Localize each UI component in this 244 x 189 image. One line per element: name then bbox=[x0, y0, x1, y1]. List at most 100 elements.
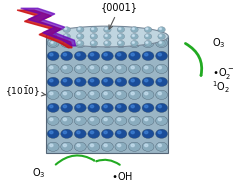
Circle shape bbox=[47, 90, 59, 99]
Circle shape bbox=[119, 42, 121, 43]
Circle shape bbox=[131, 92, 134, 95]
Circle shape bbox=[105, 35, 107, 36]
Circle shape bbox=[104, 34, 111, 39]
Circle shape bbox=[129, 129, 141, 138]
Circle shape bbox=[146, 42, 148, 43]
Text: $^1$O$_2$: $^1$O$_2$ bbox=[212, 79, 230, 95]
Circle shape bbox=[74, 103, 86, 112]
Circle shape bbox=[102, 90, 113, 99]
Circle shape bbox=[142, 38, 154, 48]
Circle shape bbox=[77, 92, 80, 95]
Circle shape bbox=[49, 27, 57, 33]
Circle shape bbox=[142, 142, 154, 151]
Circle shape bbox=[50, 66, 53, 69]
Circle shape bbox=[144, 66, 148, 69]
Circle shape bbox=[146, 35, 148, 36]
Circle shape bbox=[90, 118, 94, 121]
Circle shape bbox=[90, 40, 98, 46]
Circle shape bbox=[156, 116, 168, 125]
Circle shape bbox=[131, 144, 134, 147]
Circle shape bbox=[63, 131, 67, 134]
Text: $\bullet$O$_2^-$: $\bullet$O$_2^-$ bbox=[212, 66, 234, 81]
Circle shape bbox=[144, 34, 152, 39]
Circle shape bbox=[144, 118, 148, 121]
Circle shape bbox=[47, 64, 59, 74]
Circle shape bbox=[117, 105, 121, 108]
Circle shape bbox=[158, 79, 162, 82]
Circle shape bbox=[144, 40, 152, 46]
Circle shape bbox=[115, 142, 127, 151]
Circle shape bbox=[88, 116, 100, 125]
Circle shape bbox=[117, 79, 121, 82]
Circle shape bbox=[78, 28, 80, 29]
Circle shape bbox=[47, 103, 59, 112]
Circle shape bbox=[88, 129, 100, 138]
Circle shape bbox=[117, 53, 121, 56]
Circle shape bbox=[76, 27, 84, 33]
Circle shape bbox=[117, 66, 121, 69]
Circle shape bbox=[142, 64, 154, 74]
Circle shape bbox=[63, 118, 67, 121]
Circle shape bbox=[90, 53, 94, 56]
Circle shape bbox=[88, 77, 100, 87]
Circle shape bbox=[90, 131, 94, 134]
Circle shape bbox=[61, 64, 73, 74]
Circle shape bbox=[50, 105, 53, 108]
Circle shape bbox=[117, 118, 121, 121]
Circle shape bbox=[61, 90, 73, 99]
Circle shape bbox=[131, 40, 134, 43]
Circle shape bbox=[131, 27, 138, 33]
Circle shape bbox=[63, 27, 71, 33]
Circle shape bbox=[90, 144, 94, 147]
Circle shape bbox=[63, 34, 71, 39]
Circle shape bbox=[131, 118, 134, 121]
Circle shape bbox=[61, 51, 73, 60]
Circle shape bbox=[77, 131, 80, 134]
Circle shape bbox=[131, 53, 134, 56]
Circle shape bbox=[63, 79, 67, 82]
Circle shape bbox=[115, 38, 127, 48]
Circle shape bbox=[50, 53, 53, 56]
Circle shape bbox=[104, 79, 107, 82]
Circle shape bbox=[104, 92, 107, 95]
Circle shape bbox=[156, 129, 168, 138]
Circle shape bbox=[50, 131, 53, 134]
Circle shape bbox=[102, 142, 113, 151]
Circle shape bbox=[104, 40, 111, 46]
Circle shape bbox=[129, 90, 141, 99]
Circle shape bbox=[158, 40, 165, 46]
Circle shape bbox=[74, 77, 86, 87]
Circle shape bbox=[117, 131, 121, 134]
Circle shape bbox=[117, 40, 121, 43]
Circle shape bbox=[144, 27, 152, 33]
Circle shape bbox=[63, 92, 67, 95]
FancyArrowPatch shape bbox=[185, 43, 202, 75]
Circle shape bbox=[156, 77, 168, 87]
Circle shape bbox=[50, 40, 53, 43]
Circle shape bbox=[105, 28, 107, 29]
Circle shape bbox=[63, 53, 67, 56]
Circle shape bbox=[74, 51, 86, 60]
Circle shape bbox=[104, 40, 107, 43]
Circle shape bbox=[88, 142, 100, 151]
Circle shape bbox=[47, 51, 59, 60]
Circle shape bbox=[76, 40, 84, 46]
Circle shape bbox=[90, 105, 94, 108]
Polygon shape bbox=[21, 8, 76, 46]
Circle shape bbox=[77, 144, 80, 147]
Circle shape bbox=[144, 105, 148, 108]
FancyArrowPatch shape bbox=[97, 160, 120, 165]
Circle shape bbox=[61, 38, 73, 48]
Circle shape bbox=[142, 90, 154, 99]
Circle shape bbox=[156, 90, 168, 99]
Circle shape bbox=[115, 103, 127, 112]
Circle shape bbox=[117, 144, 121, 147]
Circle shape bbox=[144, 40, 148, 43]
Circle shape bbox=[117, 27, 125, 33]
Circle shape bbox=[146, 28, 148, 29]
Circle shape bbox=[90, 27, 98, 33]
Circle shape bbox=[142, 116, 154, 125]
Circle shape bbox=[104, 131, 107, 134]
Circle shape bbox=[132, 28, 134, 29]
Circle shape bbox=[142, 77, 154, 87]
